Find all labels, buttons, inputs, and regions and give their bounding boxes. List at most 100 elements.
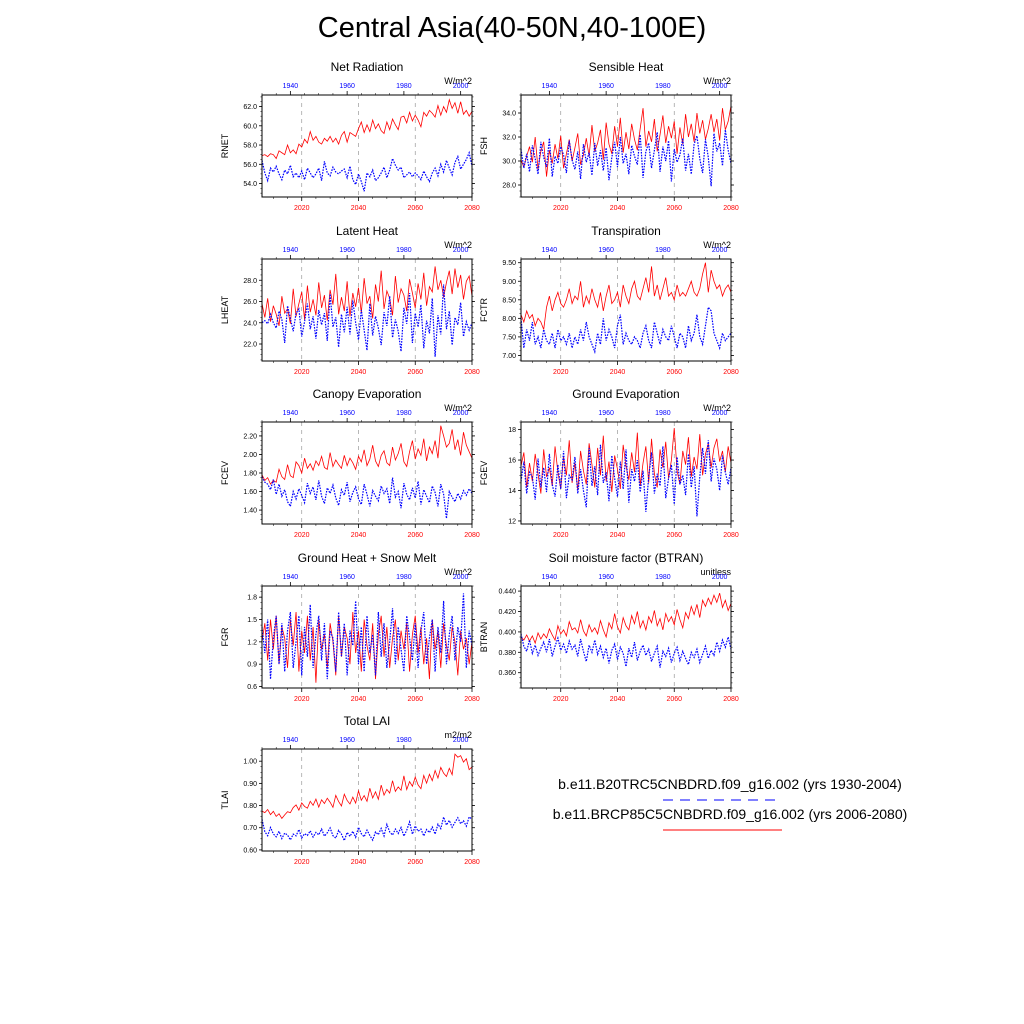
units-label: W/m^2 bbox=[444, 76, 472, 86]
x-top-tick-label: 1980 bbox=[655, 574, 671, 581]
x-top-tick-label: 1940 bbox=[542, 410, 558, 417]
x-bottom-tick-label: 2080 bbox=[464, 369, 480, 376]
x-top-tick-label: 1960 bbox=[339, 247, 355, 254]
y-tick-label: 30.0 bbox=[502, 159, 516, 166]
y-axis-label: FGR bbox=[220, 627, 230, 646]
y-tick-label: 9.00 bbox=[502, 279, 516, 286]
panel-latent-heat: Latent Heat W/m^2 LHEAT 22.0 24.0 26.0 28.0 202… bbox=[220, 224, 480, 376]
x-bottom-tick-label: 2020 bbox=[553, 369, 569, 376]
panel-title: Soil moisture factor (BTRAN) bbox=[549, 551, 704, 565]
y-tick-label: 8.50 bbox=[502, 297, 516, 304]
plot-frame bbox=[261, 94, 473, 198]
legend-entry-historical: b.e11.B20TRC5CNBDRD.f09_g16.002 (yrs 193… bbox=[535, 776, 925, 792]
units-label: W/m^2 bbox=[444, 567, 472, 577]
y-tick-label: 32.0 bbox=[502, 135, 516, 142]
units-label: W/m^2 bbox=[444, 403, 472, 413]
y-tick-label: 18 bbox=[508, 427, 516, 434]
x-top-tick-label: 1940 bbox=[283, 410, 299, 417]
x-top-tick-label: 1940 bbox=[542, 83, 558, 90]
y-tick-label: 1.40 bbox=[243, 508, 257, 515]
units-label: m2/m2 bbox=[444, 730, 472, 740]
y-axis-label: TLAI bbox=[220, 790, 230, 809]
y-tick-label: 58.0 bbox=[243, 143, 257, 150]
series-line-historical bbox=[261, 476, 473, 519]
y-tick-label: 60.0 bbox=[243, 123, 257, 130]
x-bottom-tick-label: 2060 bbox=[407, 859, 423, 866]
series-line-historical bbox=[261, 814, 473, 843]
y-tick-label: 14 bbox=[508, 488, 516, 495]
x-bottom-tick-label: 2080 bbox=[464, 696, 480, 703]
x-top-tick-label: 1960 bbox=[339, 410, 355, 417]
x-bottom-tick-label: 2020 bbox=[553, 532, 569, 539]
y-tick-label: 26.0 bbox=[243, 299, 257, 306]
x-bottom-tick-label: 2080 bbox=[723, 696, 739, 703]
y-tick-label: 0.400 bbox=[498, 629, 516, 636]
legend-label-historical: b.e11.B20TRC5CNBDRD.f09_g16.002 (yrs 193… bbox=[558, 776, 902, 792]
x-top-tick-label: 1940 bbox=[542, 247, 558, 254]
y-tick-label: 0.360 bbox=[498, 670, 516, 677]
x-top-tick-label: 2000 bbox=[453, 410, 469, 417]
x-bottom-tick-label: 2080 bbox=[723, 532, 739, 539]
x-top-tick-label: 2000 bbox=[453, 574, 469, 581]
x-bottom-tick-label: 2080 bbox=[723, 205, 739, 212]
x-bottom-tick-label: 2040 bbox=[610, 205, 626, 212]
x-top-tick-label: 1960 bbox=[598, 574, 614, 581]
x-top-tick-label: 1980 bbox=[396, 247, 412, 254]
x-bottom-tick-label: 2040 bbox=[610, 532, 626, 539]
plot-frame bbox=[520, 421, 732, 525]
x-top-tick-label: 1960 bbox=[598, 247, 614, 254]
y-tick-label: 0.9 bbox=[247, 662, 257, 669]
series-line-historical bbox=[261, 284, 473, 357]
y-tick-label: 7.50 bbox=[502, 334, 516, 341]
x-bottom-tick-label: 2020 bbox=[294, 532, 310, 539]
x-top-tick-label: 1980 bbox=[396, 83, 412, 90]
series-line-future bbox=[261, 98, 473, 160]
panel-btran: Soil moisture factor (BTRAN) unitless BTRA… bbox=[479, 551, 739, 703]
x-top-tick-label: 1980 bbox=[655, 410, 671, 417]
units-label: W/m^2 bbox=[444, 240, 472, 250]
legend-label-future: b.e11.BRCP85C5CNBDRD.f09_g16.002 (yrs 20… bbox=[552, 806, 908, 822]
x-top-tick-label: 1960 bbox=[339, 574, 355, 581]
y-axis-label: LHEAT bbox=[220, 295, 230, 324]
series-line-future bbox=[261, 753, 473, 820]
y-tick-label: 7.00 bbox=[502, 353, 516, 360]
panel-canopy-evaporation: Canopy Evaporation W/m^2 FCEV 1.40 1.60 1.80 2… bbox=[220, 387, 480, 539]
x-top-tick-label: 1940 bbox=[283, 737, 299, 744]
plot-frame bbox=[261, 258, 473, 362]
panel-transpiration: Transpiration W/m^2 FCTR 7.00 7.50 8.00 8.50 9.… bbox=[479, 224, 739, 376]
y-tick-label: 0.380 bbox=[498, 650, 516, 657]
units-label: W/m^2 bbox=[703, 403, 731, 413]
x-bottom-tick-label: 2040 bbox=[351, 859, 367, 866]
plot-frame bbox=[520, 94, 732, 198]
x-top-tick-label: 1960 bbox=[598, 83, 614, 90]
y-tick-label: 9.50 bbox=[502, 260, 516, 267]
y-tick-label: 0.90 bbox=[243, 781, 257, 788]
series-line-future bbox=[520, 593, 732, 645]
x-bottom-tick-label: 2060 bbox=[407, 696, 423, 703]
series-line-future bbox=[520, 105, 732, 177]
plot-frame bbox=[520, 258, 732, 362]
x-bottom-tick-label: 2020 bbox=[294, 205, 310, 212]
panel-total-lai: Total LAI m2/m2 TLAI 0.60 0.70 0.80 0.90 1.00 20… bbox=[220, 714, 480, 866]
x-bottom-tick-label: 2080 bbox=[464, 859, 480, 866]
x-bottom-tick-label: 2020 bbox=[294, 369, 310, 376]
x-bottom-tick-label: 2040 bbox=[610, 696, 626, 703]
y-tick-label: 0.440 bbox=[498, 589, 516, 596]
x-top-tick-label: 1960 bbox=[339, 737, 355, 744]
panel-title: Net Radiation bbox=[331, 60, 404, 74]
plot-frame bbox=[520, 585, 732, 689]
x-bottom-tick-label: 2040 bbox=[610, 369, 626, 376]
x-top-tick-label: 1940 bbox=[283, 83, 299, 90]
x-top-tick-label: 2000 bbox=[453, 83, 469, 90]
y-tick-label: 1.00 bbox=[243, 759, 257, 766]
y-tick-label: 24.0 bbox=[243, 320, 257, 327]
y-tick-label: 2.00 bbox=[243, 452, 257, 459]
x-bottom-tick-label: 2080 bbox=[464, 205, 480, 212]
main-title: Central Asia(40-50N,40-100E) bbox=[317, 12, 707, 44]
x-top-tick-label: 1980 bbox=[396, 574, 412, 581]
units-label: W/m^2 bbox=[703, 240, 731, 250]
panel-title: Latent Heat bbox=[336, 224, 399, 238]
x-top-tick-label: 1980 bbox=[396, 737, 412, 744]
series-line-historical bbox=[520, 633, 732, 668]
